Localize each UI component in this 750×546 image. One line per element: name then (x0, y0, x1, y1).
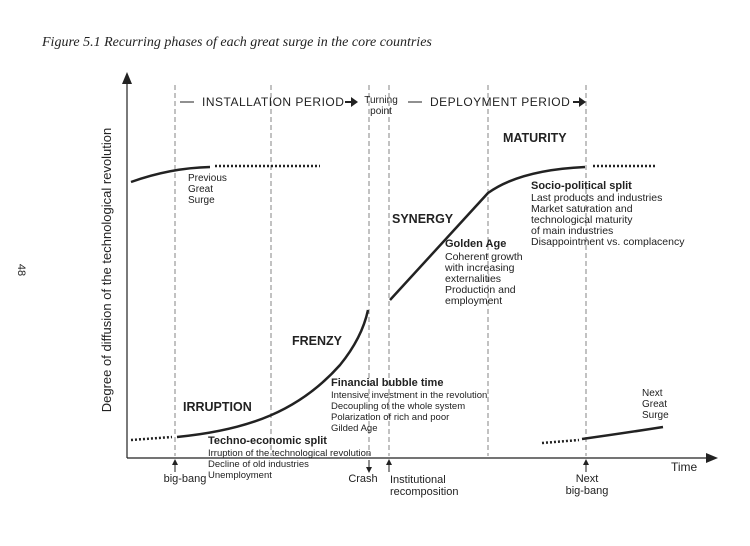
main-curve-installation (176, 309, 370, 439)
surge-label: Surge (642, 410, 669, 421)
next-surge-curve (581, 425, 664, 441)
annotation-item: Gilded Age (331, 423, 377, 434)
annotation-item: Last products and industries (531, 192, 662, 204)
surge-label: Surge (188, 195, 215, 206)
marker-label: big-bang (164, 473, 207, 485)
turning-point: point (370, 106, 392, 117)
annotation-item: of main industries (531, 225, 613, 237)
phase-label: SYNERGY (392, 212, 454, 226)
x-axis-arrow (706, 453, 718, 463)
marker-label: Institutional (390, 474, 446, 486)
page-number: 48 (15, 264, 27, 276)
marker-arrowhead (583, 459, 589, 465)
annotation-item: externalities (445, 273, 501, 285)
annotation-item: Decline of old industries (208, 459, 309, 470)
caption: Figure 5.1 Recurring phases of each grea… (41, 35, 432, 50)
marker-arrowhead (366, 467, 372, 473)
y-axis-arrow (122, 72, 132, 84)
annotation-item: Intensive investment in the revolution (331, 390, 487, 401)
marker-label: Next (576, 473, 599, 485)
annotation-item: Unemployment (208, 470, 272, 481)
turning-point: Turning (364, 95, 398, 106)
annotation-item: Disappointment vs. complacency (531, 236, 685, 248)
phase-label: MATURITY (503, 131, 567, 145)
annotation-item: Coherent growth (445, 251, 523, 263)
surge-label: Previous (188, 173, 227, 184)
phase-label: IRRUPTION (183, 400, 252, 414)
y-axis-label: Degree of diffusion of the technological… (99, 128, 114, 413)
main-curve-deployment (389, 165, 586, 301)
annotation-title: Financial bubble time (331, 377, 443, 389)
phase-label: FRENZY (292, 334, 343, 348)
next-surge-dots (541, 438, 580, 445)
marker-arrowhead (172, 459, 178, 465)
x-axis-label: Time (671, 460, 698, 474)
annotation-item: Decoupling of the whole system (331, 401, 465, 412)
annotation-item: technological maturity (531, 214, 633, 226)
annotation-title: Socio-political split (531, 180, 632, 192)
surge-label: Next (642, 388, 663, 399)
period-arrowhead (351, 97, 358, 107)
annotation-item: with increasing (444, 262, 515, 274)
previous-surge-curve (130, 165, 211, 184)
surge-label: Great (188, 184, 213, 195)
period-arrowhead (579, 97, 586, 107)
annotation-item: Production and (445, 284, 516, 296)
annotation-item: Irruption of the technological revolutio… (208, 448, 371, 459)
annotation-item: Polarization of rich and poor (331, 412, 449, 423)
annotation-item: Market saturation and (531, 203, 633, 215)
installation-period: INSTALLATION PERIOD (202, 95, 344, 109)
annotation-title: Techno-economic split (208, 435, 327, 447)
marker-label: Crash (348, 473, 377, 485)
marker-label: big-bang (566, 485, 609, 497)
annotation-item: employment (445, 295, 502, 307)
marker-arrowhead (386, 459, 392, 465)
main-curve-dots (130, 435, 173, 442)
surge-label: Great (642, 399, 667, 410)
annotation-title: Golden Age (445, 238, 506, 250)
deployment-period: DEPLOYMENT PERIOD (430, 95, 570, 109)
marker-label: recomposition (390, 486, 458, 498)
